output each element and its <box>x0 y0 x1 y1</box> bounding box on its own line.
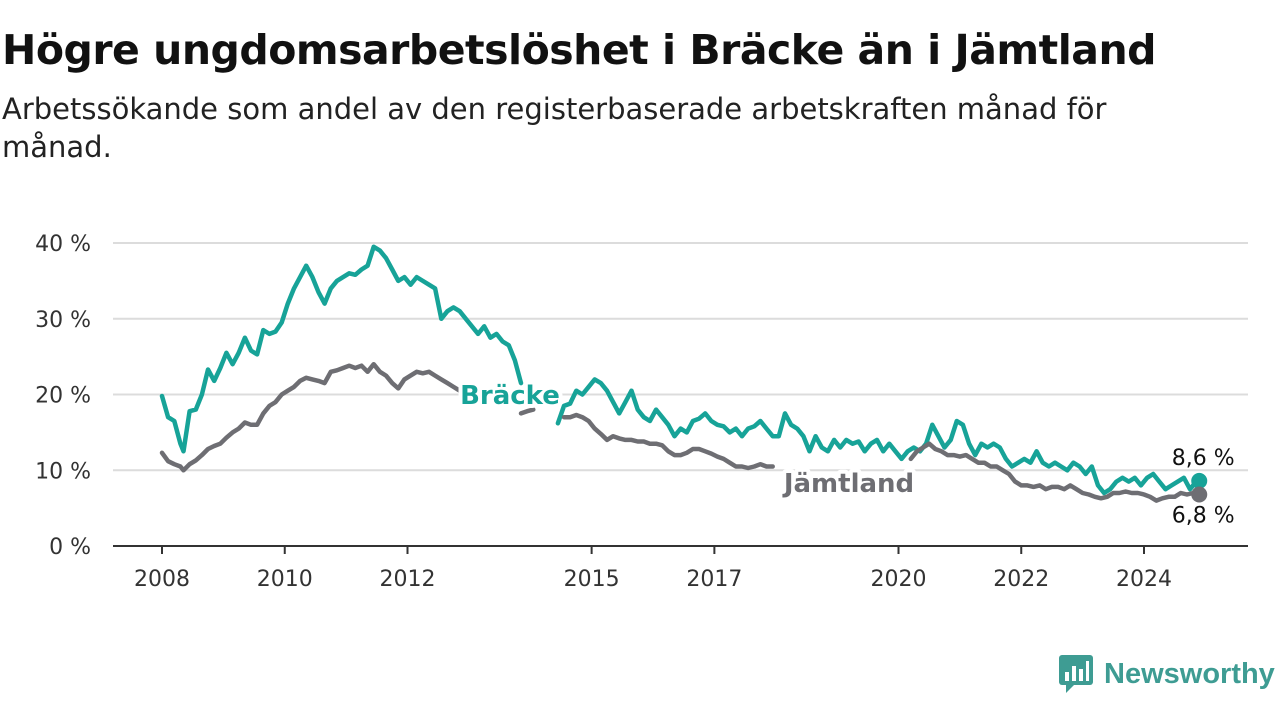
series-line-jamtland <box>561 412 775 471</box>
x-tick-label: 2017 <box>686 567 742 592</box>
chart-subtitle: Arbetssökande som andel av den registerb… <box>2 92 1107 164</box>
x-tick-label: 2010 <box>257 567 313 592</box>
y-tick-label: 0 % <box>49 535 91 560</box>
newsworthy-logo-text: Newsworthy <box>1104 657 1275 690</box>
newsworthy-logo: Newsworthy <box>1058 654 1275 694</box>
grid-lines <box>113 242 1248 472</box>
x-tick-label: 2024 <box>1116 567 1172 592</box>
series-label-bracke: Bräcke <box>460 381 560 411</box>
series-line-jamtland <box>908 441 1202 503</box>
series-labels: 8,6 % 6,8 % Bräcke Jämtland <box>456 377 1235 528</box>
series-line-bracke <box>555 377 1202 496</box>
y-tick-label: 30 % <box>35 308 91 333</box>
y-tick-label: 40 % <box>35 232 91 257</box>
x-tick-label: 2015 <box>564 567 620 592</box>
series-line-bracke <box>159 244 524 454</box>
x-tick-label: 2008 <box>134 567 190 592</box>
series-label-jamtland: Jämtland <box>782 469 914 499</box>
end-point-marker <box>1191 472 1208 489</box>
y-tick-label: 10 % <box>35 459 91 484</box>
chart-title: Högre ungdomsarbetslöshet i Bräcke än i … <box>2 26 1157 74</box>
y-axis-ticks: 0 % 10 % 20 % 30 % 40 % <box>35 232 91 560</box>
end-value-label: 6,8 % <box>1172 503 1235 528</box>
x-tick-label: 2012 <box>380 567 436 592</box>
end-value-label: 8,6 % <box>1172 446 1235 471</box>
series-lines <box>159 244 1202 503</box>
series-line-jamtland <box>518 407 536 416</box>
newsworthy-logo-icon <box>1059 655 1093 693</box>
x-tick-label: 2020 <box>871 567 927 592</box>
end-point-marker <box>1191 486 1208 503</box>
y-tick-label: 20 % <box>35 384 91 409</box>
x-tick-label: 2022 <box>993 567 1049 592</box>
x-axis-ticks: 2008 2010 2012 2015 2017 2020 2022 2024 <box>134 546 1172 592</box>
series-line-jamtland <box>159 361 487 473</box>
